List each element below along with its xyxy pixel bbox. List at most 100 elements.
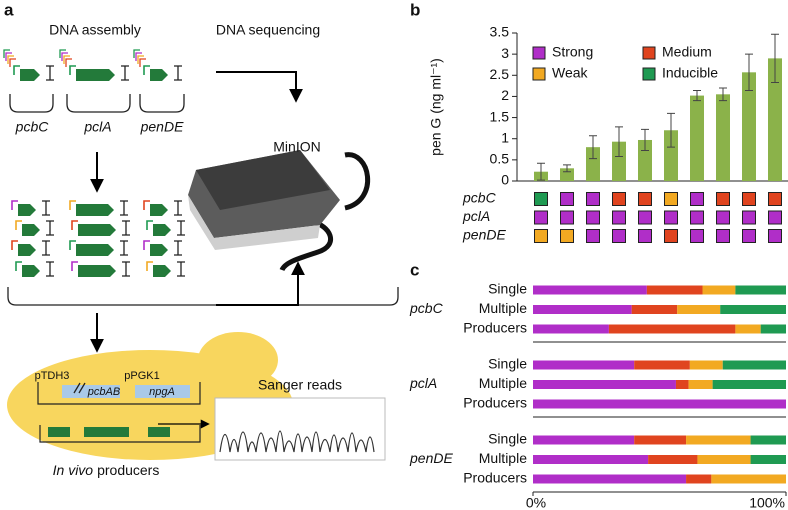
promoter [15,220,22,230]
bar-segment [533,474,687,484]
legend-label: Inducible [662,65,718,81]
terminator [46,261,54,277]
arrow [216,261,305,306]
terminator [122,261,130,277]
promoter-square [742,192,756,206]
row-label: Producers [463,320,527,336]
promoter-label: pPGK1 [124,370,159,382]
caption-part: producers [97,462,159,478]
error-bar [771,33,779,83]
group-label: pcbC [409,300,444,316]
promoter-square [664,229,678,243]
promoter-square [560,210,574,225]
promoter-square [586,192,600,206]
diagram: DNA assembly DNA sequencing pcbC pclA pe… [3,22,399,478]
promoter-square [690,229,704,243]
promoter-square [638,210,652,225]
gene [153,265,171,277]
minion-top [196,150,330,210]
gene [20,69,40,81]
bar [612,141,626,181]
error-bar-line [589,135,597,160]
bar-segment [648,455,698,464]
promoter [65,58,72,67]
promoter [133,49,140,58]
promoter-square [716,210,730,225]
row-label: pclA [462,208,490,224]
row-label: Single [488,356,527,372]
promoter [7,55,14,64]
error-bar [589,135,597,160]
promoter [59,49,66,58]
gene [84,427,129,437]
row-label: Multiple [479,450,527,466]
error-bar-line [667,112,675,148]
gene [153,224,171,236]
error-bar-line [693,90,701,102]
break-mark [73,382,86,394]
cell-bud [198,332,278,388]
promoter [15,261,22,271]
error-bar-line [563,164,571,173]
bar-segment [533,305,632,314]
y-tick-label: 1.5 [490,108,510,124]
cable [344,152,371,211]
promoter-square [638,229,652,243]
gene-label: pcbAB [87,386,120,398]
heading: Sanger reads [258,377,342,393]
row-label: pcbC [462,190,497,206]
terminator [42,200,50,216]
promoter [69,65,76,75]
y-tick-label: 2.5 [490,66,510,82]
promoter-square [612,192,626,206]
bar-segment [702,285,736,295]
terminator [120,200,128,216]
terminator [174,65,182,81]
promoter [146,220,153,230]
gene [150,204,168,216]
bar-segment [735,285,786,295]
bar-segment [634,435,687,445]
promoter-square [586,229,600,243]
bar [768,58,782,181]
promoter [69,240,76,250]
error-bar-line [615,126,623,157]
error-bar [563,164,571,173]
terminator [177,261,185,277]
row-label: Producers [463,470,527,486]
terminator [122,220,130,236]
bar-segment [533,324,609,334]
terminator [174,240,182,256]
bar [664,130,678,181]
bar-segment [712,380,786,389]
chromatogram-box [214,397,386,461]
bar-segment [689,360,723,370]
promoter-square [664,210,678,225]
y-tick-label: 2 [501,87,509,103]
terminator [120,240,128,256]
error-bar [693,90,701,102]
promoter-square [742,210,756,225]
bar-segment [686,474,712,484]
promoter-square [586,210,600,225]
promoter-label: pTDH3 [35,370,70,382]
terminator [42,240,50,256]
bar-segment [750,455,786,464]
promoter [143,200,150,210]
y-tick-label: 0 [501,172,509,188]
promoter-square [716,192,730,206]
legend-label: Weak [552,65,589,81]
promoter-square [560,229,574,243]
bar-segment [646,285,703,295]
panel-label: c [410,260,419,279]
row-label: Multiple [479,375,527,391]
promoter [137,55,144,64]
bar-segment [533,285,647,295]
error-bar [615,126,623,157]
stacked-bar-chart: pcbC pclA penDE Single Multiple Producers Sing… [409,281,787,510]
legend-label: Medium [662,44,712,60]
promoter [135,52,142,61]
bar-segment [533,399,786,409]
gene [76,244,114,256]
